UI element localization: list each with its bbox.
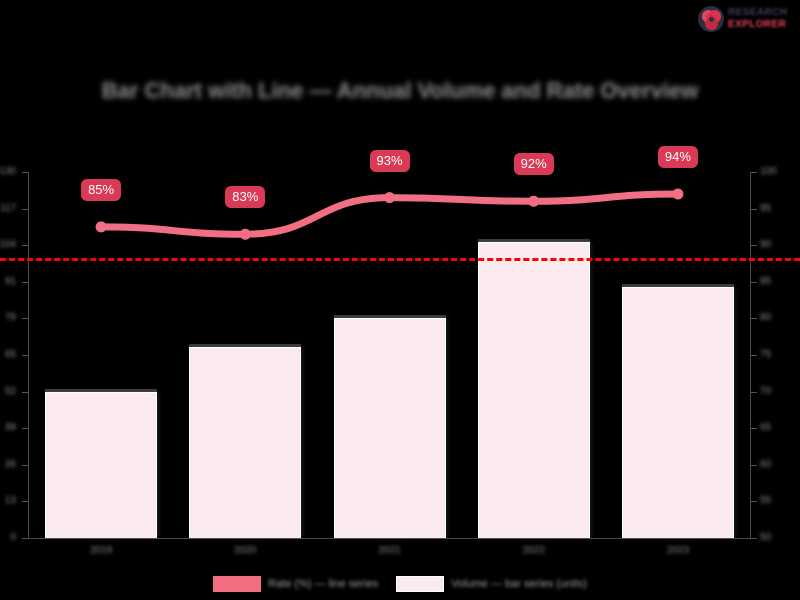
bar[interactable] (189, 343, 302, 538)
y-axis-left-line (28, 172, 29, 538)
y-axis-tick (22, 355, 28, 356)
y-axis-tick-label: 60 (760, 458, 772, 470)
y-axis-tick-label: 91 (4, 275, 16, 287)
line-point-label: 94% (657, 145, 698, 168)
y-axis-tick-label: 85 (760, 275, 772, 287)
y-axis-tick (751, 318, 757, 320)
flower-circle-icon (698, 6, 724, 33)
y-axis-tick-label: 75 (760, 349, 772, 360)
y-axis-tick-label: 90 (760, 239, 772, 251)
legend-item-bar[interactable]: Volume — bar series (units) (396, 576, 587, 592)
x-axis-tick-label: 2022 (522, 545, 545, 556)
brand-logo[interactable]: RESEARCH EXPLORER (698, 4, 794, 34)
bar-swatch-icon (396, 576, 445, 592)
bar[interactable] (477, 239, 590, 538)
x-axis-tick-label: 2023 (666, 545, 690, 556)
y-axis-tick-label: 39 (4, 422, 16, 434)
y-axis-tick (22, 318, 28, 320)
bar[interactable] (333, 315, 446, 538)
line-data-point[interactable] (95, 221, 107, 233)
y-axis-tick (751, 172, 757, 173)
y-axis-tick (751, 538, 757, 539)
line-data-point[interactable] (239, 228, 251, 240)
y-axis-tick-label: 117 (0, 202, 16, 214)
legend-label-bar: Volume — bar series (units) (451, 578, 587, 590)
chart-title: Bar Chart with Line — Annual Volume and … (101, 78, 699, 103)
line-point-label: 92% (513, 153, 554, 176)
y-axis-tick-label: 65 (760, 422, 772, 434)
line-point-label: 83% (225, 186, 266, 209)
line-path (97, 190, 682, 238)
line-data-point[interactable] (672, 188, 684, 200)
y-axis-tick (751, 281, 757, 283)
y-axis-tick-label: 130 (0, 166, 16, 177)
y-axis-tick-label: 26 (4, 458, 16, 470)
bar[interactable] (45, 388, 158, 538)
y-axis-tick-label: 65 (4, 349, 16, 360)
y-axis-tick (751, 428, 757, 430)
y-axis-tick-label: 80 (760, 312, 772, 324)
y-axis-tick (751, 501, 757, 503)
logo-line-1: RESEARCH (728, 7, 788, 18)
y-axis-tick (751, 208, 757, 210)
y-axis-tick (22, 281, 28, 283)
y-axis-tick (22, 391, 28, 393)
y-axis-tick-label: 95 (760, 202, 772, 214)
y-axis-tick-label: 78 (4, 312, 16, 324)
y-axis-tick (751, 391, 757, 393)
y-axis-tick-label: 0 (10, 532, 16, 543)
y-axis-tick-label: 50 (760, 532, 772, 543)
legend-label-line: Rate (%) — line series (268, 578, 379, 590)
y-axis-tick (22, 464, 28, 466)
x-axis-tick-label: 2020 (234, 545, 257, 556)
x-axis-tick-label: 2021 (378, 545, 401, 556)
y-axis-tick-label: 55 (760, 495, 772, 507)
line-point-label: 85% (81, 178, 122, 201)
y-axis-tick-label: 104 (0, 239, 16, 251)
y-axis-tick (751, 464, 757, 466)
logo-wordmark: RESEARCH EXPLORER (728, 8, 787, 30)
y-axis-tick (22, 428, 28, 430)
reference-threshold-line (0, 258, 800, 261)
y-axis-tick (22, 245, 28, 247)
y-axis-tick (22, 538, 28, 539)
y-axis-tick (22, 501, 28, 503)
chart-legend[interactable]: Rate (%) — line series Volume — bar seri… (0, 576, 800, 592)
legend-item-line[interactable]: Rate (%) — line series (213, 576, 378, 592)
x-axis-tick-label: 2019 (89, 545, 113, 556)
logo-line-2: EXPLORER (728, 19, 787, 30)
y-axis-tick (751, 245, 757, 247)
x-axis-line (28, 538, 751, 539)
y-axis-tick (22, 208, 28, 210)
y-axis-tick (22, 172, 28, 173)
line-point-label: 93% (369, 149, 410, 172)
y-axis-tick-label: 100 (760, 166, 777, 177)
line-data-point[interactable] (528, 195, 540, 207)
y-axis-tick-label: 13 (4, 495, 16, 507)
y-axis-tick (751, 355, 757, 356)
y-axis-tick-label: 52 (4, 385, 16, 397)
line-data-point[interactable] (384, 192, 395, 204)
bar[interactable] (621, 284, 734, 538)
line-swatch-icon (213, 576, 262, 592)
y-axis-tick-label: 70 (760, 385, 772, 397)
y-axis-right-line (750, 172, 751, 538)
